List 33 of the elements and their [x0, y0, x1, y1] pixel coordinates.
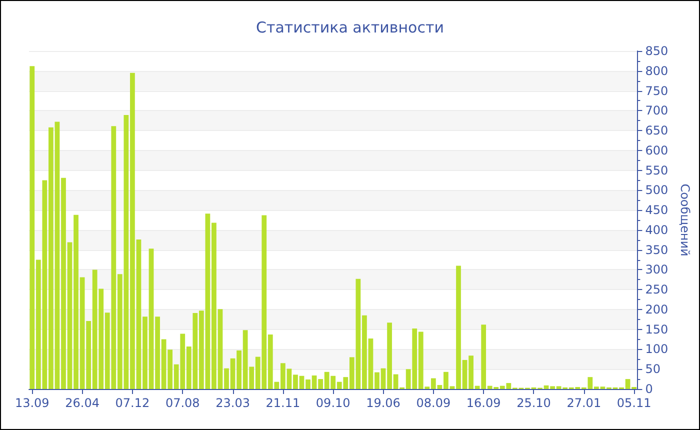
- y-tick-label: 200: [645, 302, 668, 316]
- x-tick-label: 13.09: [14, 396, 50, 410]
- x-tick-label: 23.03: [216, 396, 250, 410]
- y-tick-label: 650: [645, 124, 668, 138]
- y-tick-label: 500: [645, 183, 668, 198]
- x-tick-label: 07.12: [115, 396, 150, 410]
- y-tick-label: 250: [645, 282, 668, 297]
- x-tick-label: 05.11: [616, 396, 652, 410]
- x-tick-label: 26.04: [65, 396, 100, 410]
- y-tick-label: 100: [645, 342, 668, 356]
- y-tick-label: 600: [645, 143, 668, 158]
- x-tick-label: 08.09: [416, 396, 451, 410]
- x-tick-label: 19.06: [366, 396, 400, 410]
- x-tick-label: 21.11: [266, 396, 300, 410]
- y-tick-label: 0: [645, 382, 653, 396]
- y-tick-label: 150: [645, 322, 668, 336]
- y-tick-label: 300: [645, 262, 668, 277]
- y-axis-title: Сообщений: [678, 184, 692, 256]
- y-tick-label: 800: [645, 64, 668, 78]
- x-tick-label: 16.09: [466, 396, 501, 410]
- x-tick-label: 25.10: [516, 396, 551, 410]
- y-tick-label: 350: [645, 242, 668, 257]
- y-tick-label: 850: [645, 44, 668, 58]
- x-tick-label: 27.01: [566, 396, 602, 410]
- y-tick-label: 400: [645, 222, 668, 237]
- y-tick-label: 50: [645, 362, 660, 376]
- x-tick-label: 09.10: [316, 396, 350, 410]
- x-tick-label: 07.08: [165, 396, 200, 410]
- chart-title: Статистика активности: [256, 18, 444, 36]
- y-tick-label: 550: [645, 163, 668, 178]
- y-tick-label: 750: [645, 84, 668, 98]
- y-tick-label: 700: [645, 104, 668, 118]
- y-tick-label: 450: [645, 203, 668, 218]
